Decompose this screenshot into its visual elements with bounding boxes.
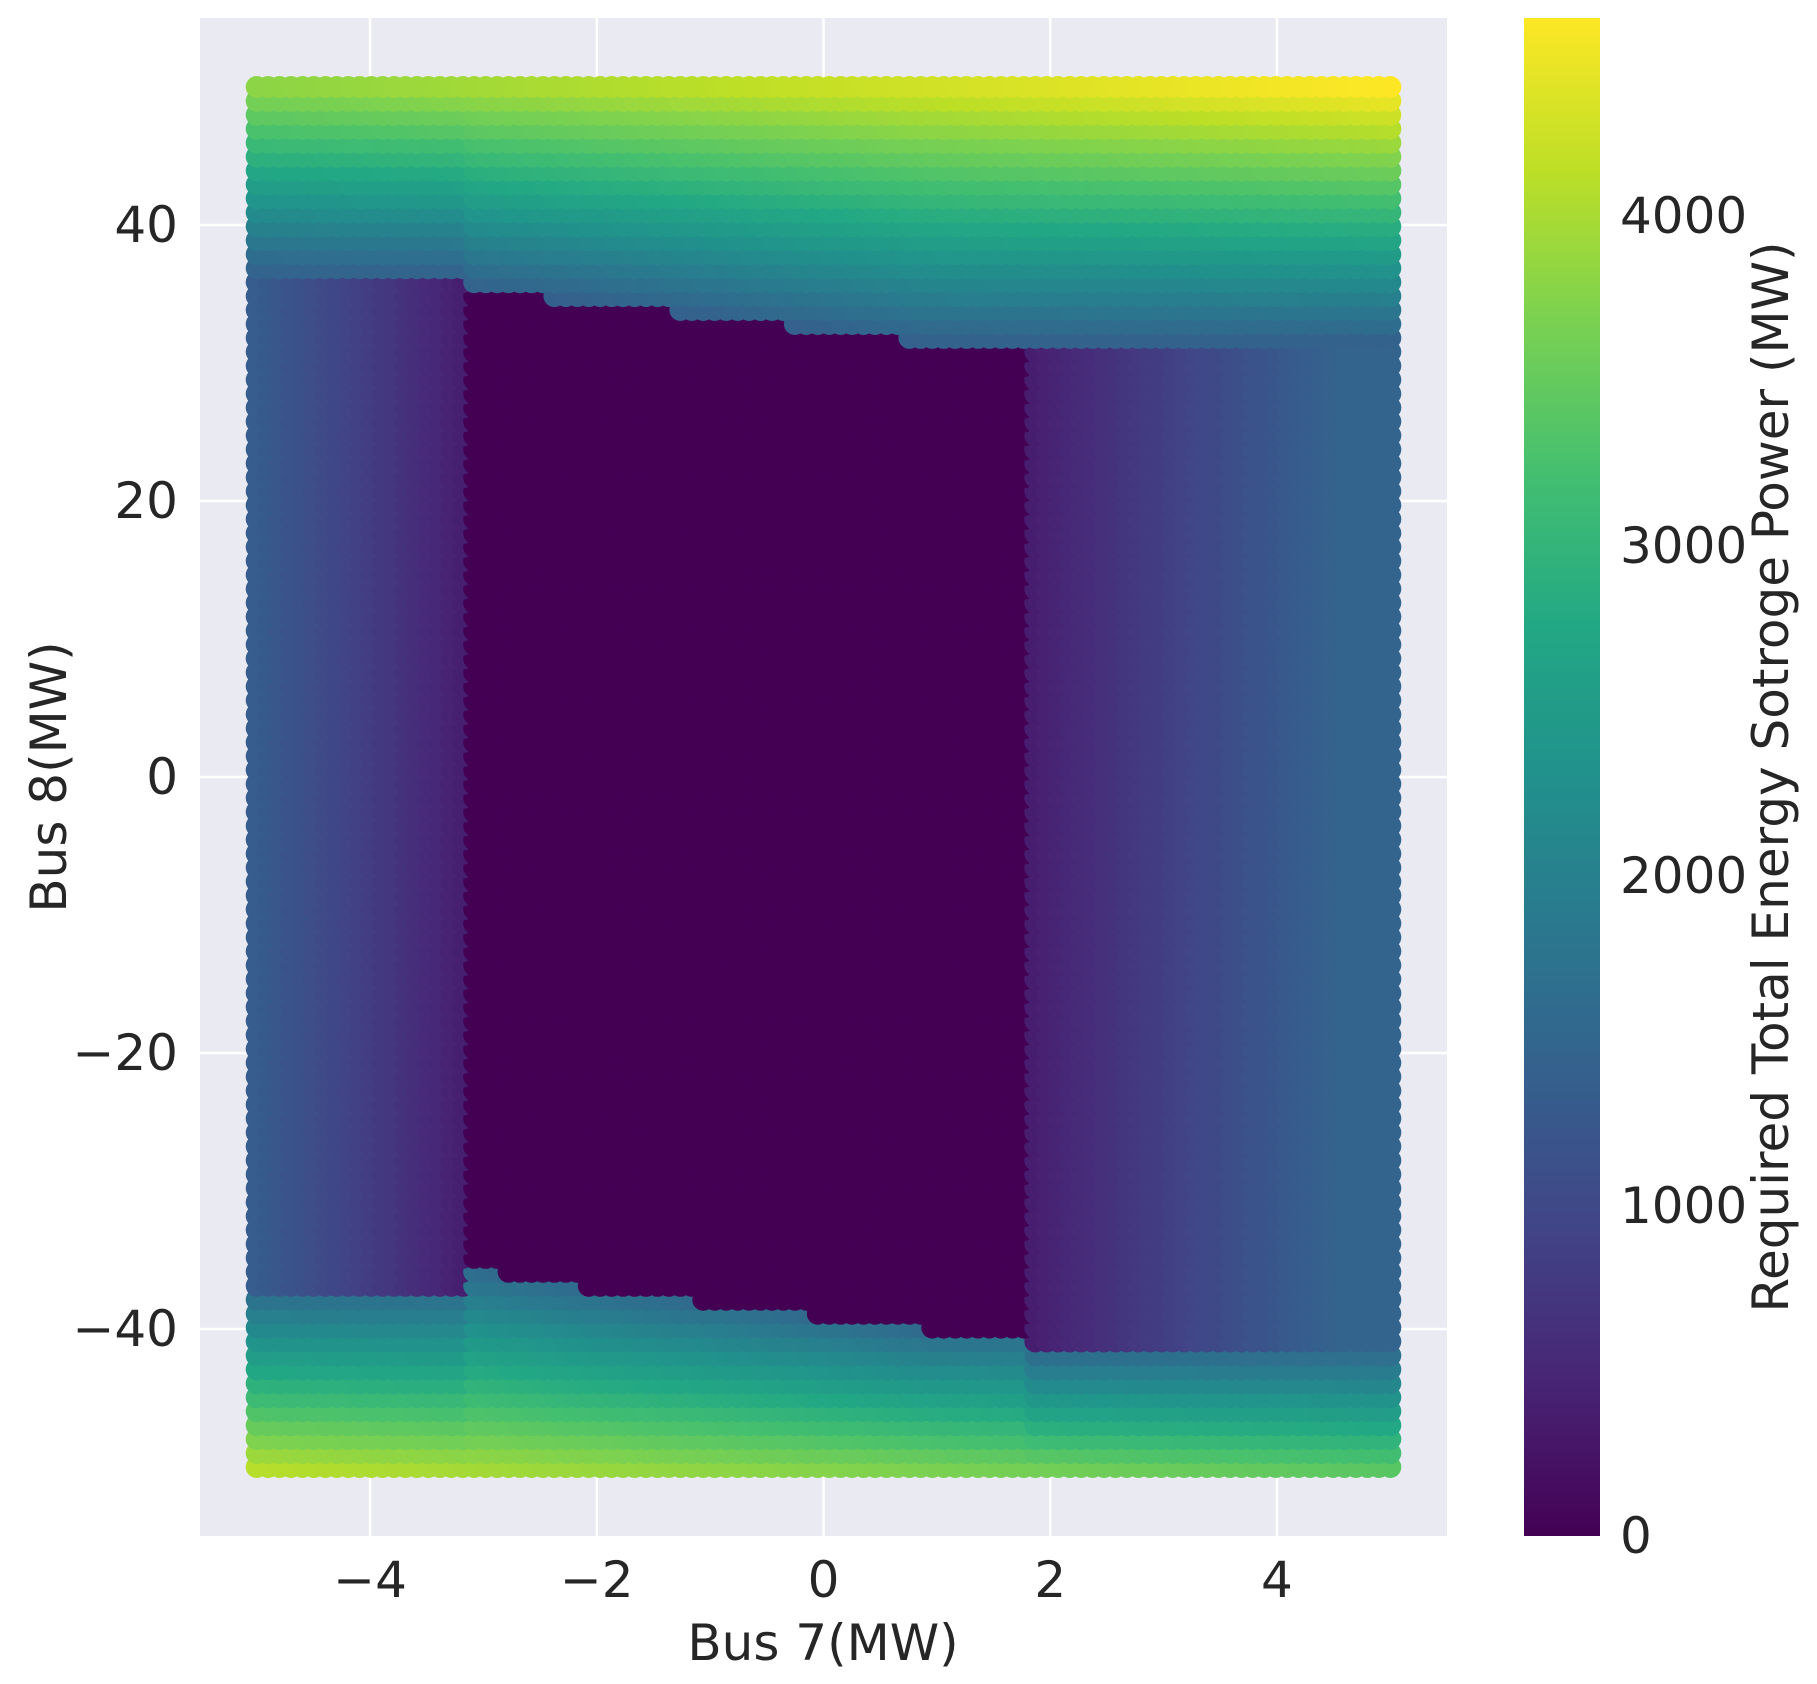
heatmap-points bbox=[245, 76, 1402, 1478]
